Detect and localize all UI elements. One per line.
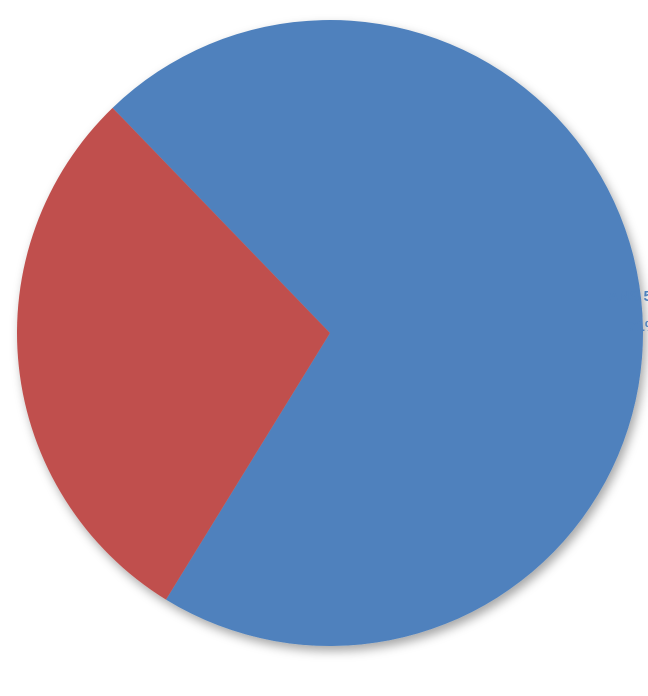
pie-data-labels: ANS 5 mn 71% [608, 288, 648, 335]
pie-slice-1 [16, 107, 330, 600]
pie-slices [16, 19, 644, 646]
pie-slice-0-percent: 71% [628, 318, 648, 335]
pie-slice-0-label: ANS 5 mn [608, 288, 648, 305]
pie-slice-0 [112, 19, 644, 646]
